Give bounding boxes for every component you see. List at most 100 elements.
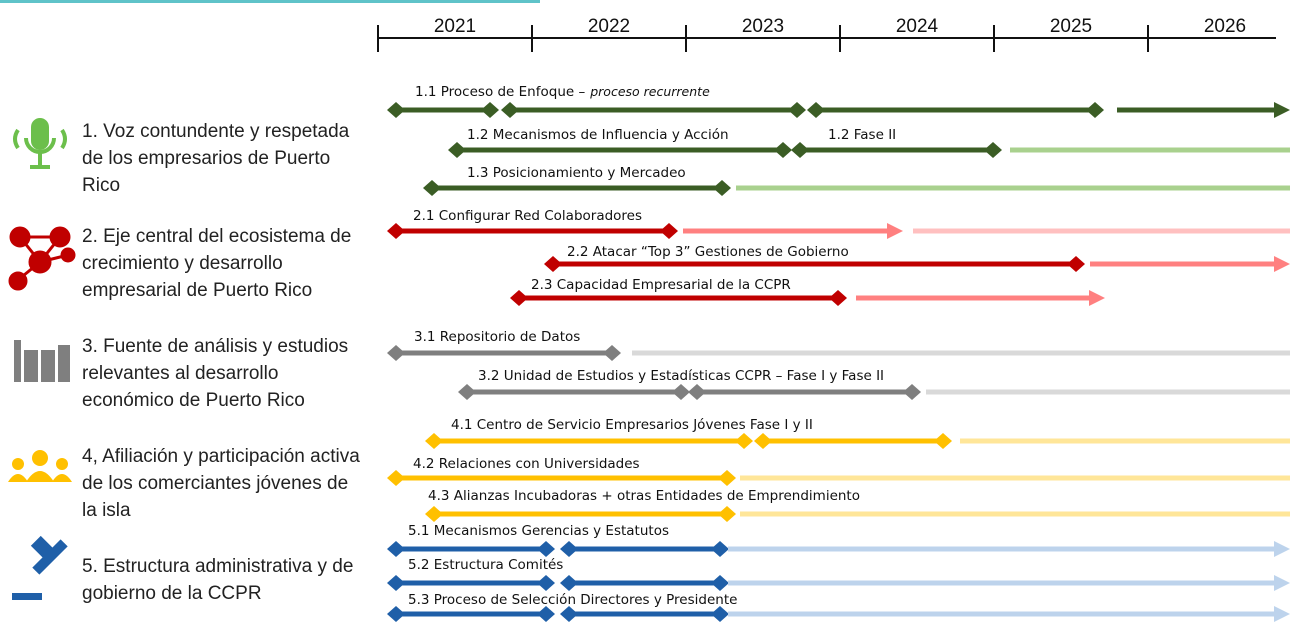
milestone bbox=[544, 256, 562, 272]
milestone bbox=[387, 223, 405, 239]
task-label-text: 3.1 Repositorio de Datos bbox=[414, 329, 580, 345]
task-label: 1.2 Mecanismos de Influencia y Acción bbox=[467, 127, 729, 143]
goal-text: de los comerciantes jóvenes de bbox=[82, 473, 348, 494]
year-label: 2024 bbox=[896, 16, 939, 37]
year-label: 2023 bbox=[742, 16, 784, 37]
goal-text: 2. Eje central del ecosistema de bbox=[82, 226, 351, 247]
milestone bbox=[387, 345, 405, 361]
year-label: 2021 bbox=[434, 16, 476, 37]
task-label: 1.1 Proceso de Enfoque – proceso recurren… bbox=[415, 84, 710, 100]
milestone bbox=[448, 142, 466, 158]
arrow-head bbox=[1274, 575, 1290, 591]
milestone bbox=[537, 541, 555, 557]
milestone bbox=[423, 180, 441, 196]
task-label: 4.1 Centro de Servicio Empresarios Jóven… bbox=[451, 417, 813, 433]
milestone bbox=[603, 345, 621, 361]
milestone bbox=[560, 575, 578, 591]
task-label: 2.1 Configurar Red Colaboradores bbox=[413, 208, 642, 224]
task-label-text: 5.1 Mecanismos Gerencias y Estatutos bbox=[408, 523, 669, 539]
milestone bbox=[718, 470, 736, 486]
arrow-head bbox=[1274, 256, 1290, 272]
milestone bbox=[672, 384, 690, 400]
goal-text: empresarial de Puerto Rico bbox=[82, 280, 312, 301]
task-label-text: 4.2 Relaciones con Universidades bbox=[413, 456, 640, 472]
milestone bbox=[713, 180, 731, 196]
milestone bbox=[458, 384, 476, 400]
goal-text: de los empresarios de Puerto bbox=[82, 148, 330, 169]
milestone bbox=[711, 606, 729, 622]
milestone bbox=[481, 102, 499, 118]
task-label-text: 5.2 Estructura Comités bbox=[408, 557, 563, 573]
task-label-text: 4.3 Alianzas Incubadoras + otras Entidad… bbox=[428, 488, 860, 504]
milestone bbox=[735, 433, 753, 449]
icon-network bbox=[8, 226, 76, 291]
task-label-text: 1.1 Proceso de Enfoque – bbox=[415, 84, 585, 100]
milestone bbox=[791, 142, 809, 158]
milestone bbox=[501, 102, 519, 118]
icon-books bbox=[14, 340, 70, 382]
milestone bbox=[387, 575, 405, 591]
milestone bbox=[387, 606, 405, 622]
milestone bbox=[660, 223, 678, 239]
task-label: 2.2 Atacar “Top 3” Gestiones de Gobierno bbox=[567, 244, 849, 260]
task-label: 4.3 Alianzas Incubadoras + otras Entidad… bbox=[428, 488, 860, 504]
task-label-text: 5.3 Proceso de Selección Directores y Pr… bbox=[408, 592, 737, 608]
task-label: 5.3 Proceso de Selección Directores y Pr… bbox=[408, 592, 737, 608]
milestone bbox=[510, 290, 528, 306]
milestone bbox=[934, 433, 952, 449]
arrow-head bbox=[1089, 290, 1105, 306]
task-label-text: 2.1 Configurar Red Colaboradores bbox=[413, 208, 642, 224]
task-label-text: 4.1 Centro de Servicio Empresarios Jóven… bbox=[451, 417, 813, 433]
task-label-text: 3.2 Unidad de Estudios y Estadísticas CC… bbox=[478, 368, 884, 384]
arrow-head bbox=[887, 223, 903, 239]
task-label-text: 2.3 Capacidad Empresarial de la CCPR bbox=[531, 277, 791, 293]
task-label: 1.3 Posicionamiento y Mercadeo bbox=[467, 165, 686, 181]
milestone bbox=[387, 541, 405, 557]
task-label-text: 1.3 Posicionamiento y Mercadeo bbox=[467, 165, 686, 181]
year-label: 2022 bbox=[588, 16, 630, 37]
task-label-text: 2.2 Atacar “Top 3” Gestiones de Gobierno bbox=[567, 244, 849, 260]
milestone bbox=[387, 102, 405, 118]
task-phase-label: 1.2 Fase II bbox=[828, 127, 896, 143]
milestone bbox=[788, 102, 806, 118]
header-accent bbox=[0, 0, 540, 3]
milestone bbox=[688, 384, 706, 400]
milestone bbox=[425, 433, 443, 449]
icon-gavel bbox=[12, 535, 68, 600]
arrow-head bbox=[1274, 541, 1290, 557]
goal-text: la isla bbox=[82, 500, 131, 521]
milestone bbox=[537, 606, 555, 622]
icon-voice bbox=[13, 118, 67, 169]
goal-text: 4, Afiliación y participación activa bbox=[82, 446, 360, 467]
goal-text: crecimiento y desarrollo bbox=[82, 253, 283, 274]
milestone bbox=[711, 575, 729, 591]
task-label: 5.2 Estructura Comités bbox=[408, 557, 563, 573]
milestone bbox=[387, 470, 405, 486]
task-label-text: 1.2 Mecanismos de Influencia y Acción bbox=[467, 127, 729, 143]
milestone bbox=[807, 102, 825, 118]
milestone bbox=[537, 575, 555, 591]
goal-text: 1. Voz contundente y respetada bbox=[82, 121, 350, 142]
milestone bbox=[754, 433, 772, 449]
arrow-head bbox=[1274, 102, 1290, 118]
milestone bbox=[903, 384, 921, 400]
goal-text: relevantes al desarrollo bbox=[82, 363, 278, 384]
task-label: 2.3 Capacidad Empresarial de la CCPR bbox=[531, 277, 791, 293]
milestone bbox=[560, 606, 578, 622]
goal-text: 5. Estructura administrativa y de bbox=[82, 556, 353, 577]
task-note: proceso recurrente bbox=[589, 84, 710, 99]
task-label: 3.1 Repositorio de Datos bbox=[414, 329, 580, 345]
goal-text: Rico bbox=[82, 175, 120, 196]
milestone bbox=[774, 142, 792, 158]
goal-text: económico de Puerto Rico bbox=[82, 390, 305, 411]
task-label: 3.2 Unidad de Estudios y Estadísticas CC… bbox=[478, 368, 884, 384]
goal-text: gobierno de la CCPR bbox=[82, 583, 262, 604]
task-label: 5.1 Mecanismos Gerencias y Estatutos bbox=[408, 523, 669, 539]
year-label: 2025 bbox=[1050, 16, 1092, 37]
milestone bbox=[829, 290, 847, 306]
milestone bbox=[984, 142, 1002, 158]
milestone bbox=[1086, 102, 1104, 118]
icon-people bbox=[8, 450, 72, 482]
milestone bbox=[560, 541, 578, 557]
